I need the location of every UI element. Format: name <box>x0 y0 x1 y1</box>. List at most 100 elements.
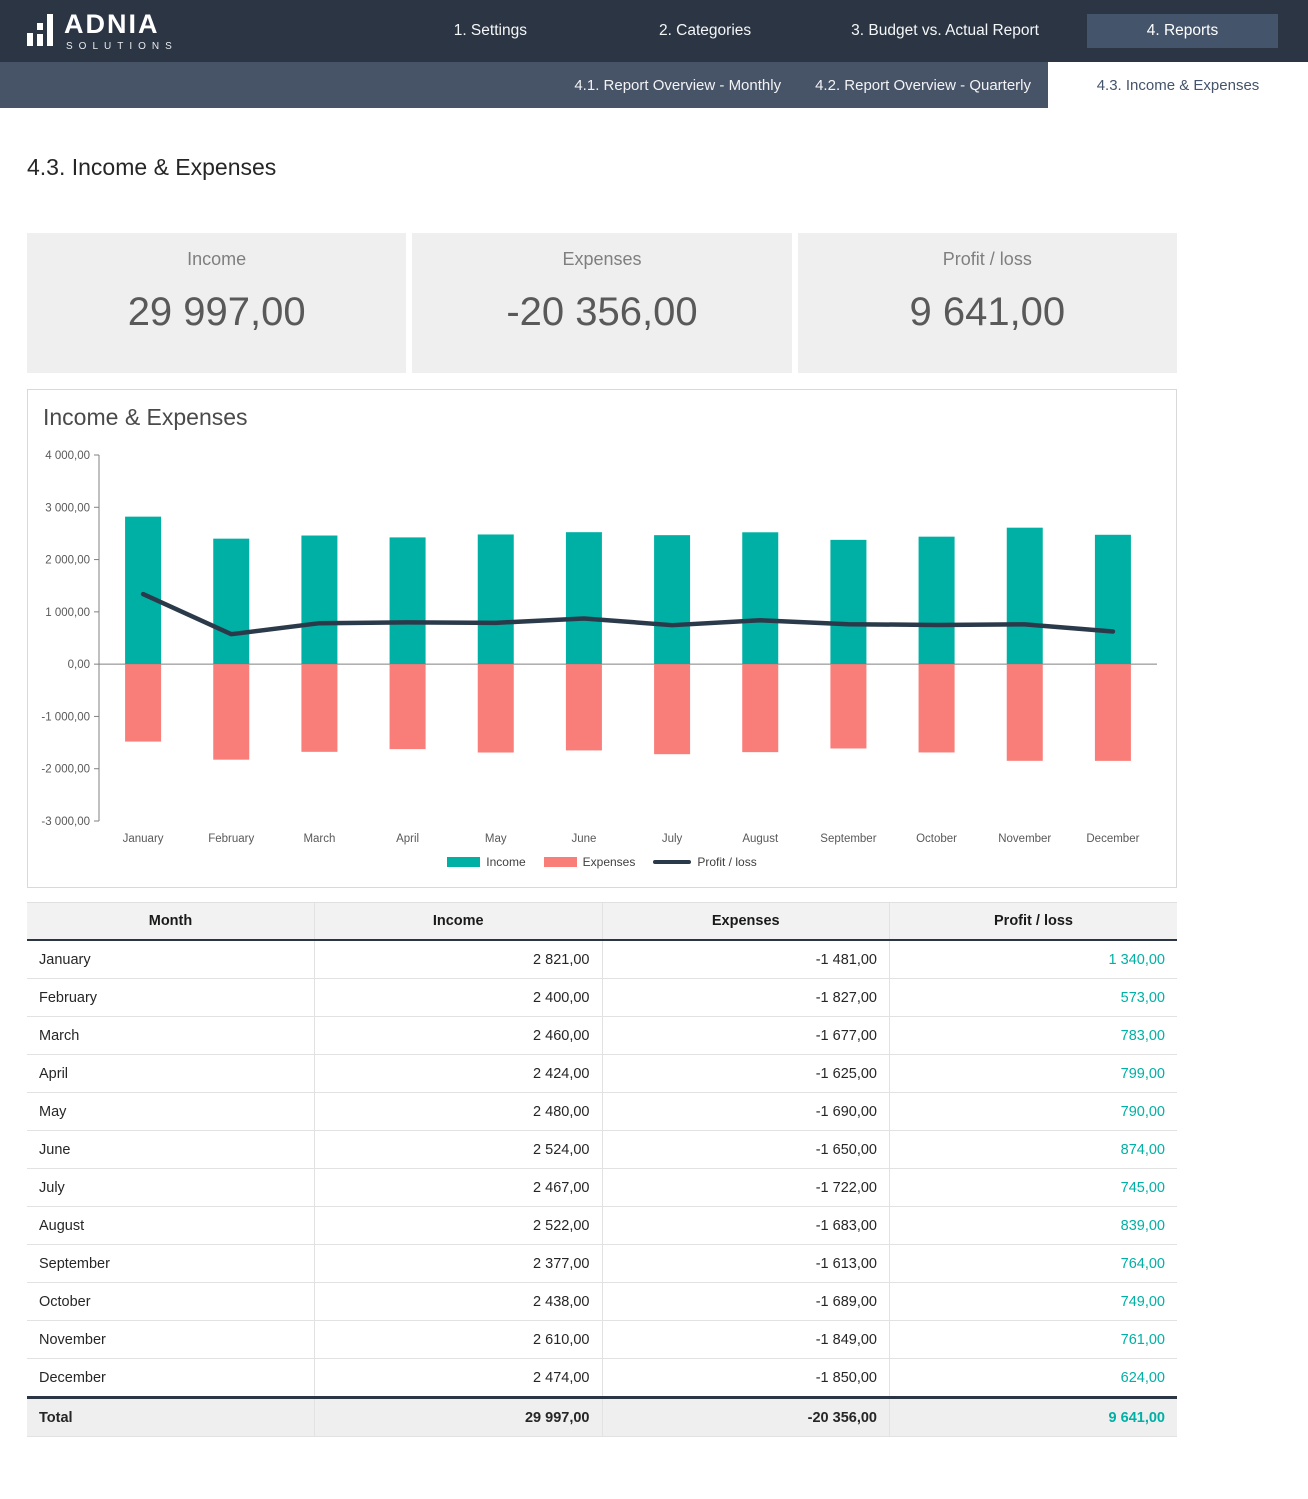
table-row: February 2 400,00 -1 827,00 573,00 <box>27 978 1177 1017</box>
income-cell: 2 474,00 <box>314 1358 602 1398</box>
bar-chart-logo-icon <box>27 14 53 46</box>
svg-text:March: March <box>303 833 335 845</box>
svg-text:September: September <box>820 833 876 845</box>
svg-text:November: November <box>998 833 1051 845</box>
legend-label: Income <box>486 855 526 869</box>
legend-line-swatch <box>653 860 692 864</box>
income-cell: 2 460,00 <box>314 1016 602 1055</box>
table-row: May 2 480,00 -1 690,00 790,00 <box>27 1092 1177 1131</box>
table-header: Month Income Expenses Profit / loss <box>27 902 1177 941</box>
profit-loss-cell: 799,00 <box>889 1054 1177 1093</box>
kpi-income-label: Income <box>187 249 247 269</box>
income-cell: 2 524,00 <box>314 1130 602 1169</box>
profit-loss-cell: 749,00 <box>889 1282 1177 1321</box>
page-title: 4.3. Income & Expenses <box>27 154 277 180</box>
profit-loss-cell: 790,00 <box>889 1092 1177 1131</box>
column-header-profit-loss: Profit / loss <box>889 902 1177 941</box>
svg-text:4 000,00: 4 000,00 <box>45 450 90 462</box>
subnav-item-report-overview-quarterly[interactable]: 4.2. Report Overview - Quarterly <box>815 76 1031 94</box>
month-cell: December <box>27 1358 315 1398</box>
month-cell: July <box>27 1168 315 1207</box>
income-cell: 2 821,00 <box>314 940 602 979</box>
brand-name: ADNIA <box>64 9 160 39</box>
expenses-cell: -1 613,00 <box>601 1244 890 1283</box>
table-row: October 2 438,00 -1 689,00 749,00 <box>27 1282 1177 1321</box>
kpi-expenses-value: -20 356,00 <box>506 290 698 334</box>
svg-text:June: June <box>571 833 596 845</box>
profit-loss-cell: 624,00 <box>889 1358 1177 1398</box>
table-row: August 2 522,00 -1 683,00 839,00 <box>27 1206 1177 1245</box>
kpi-profit-loss-label: Profit / loss <box>942 249 1032 269</box>
nav-item-budget-vs-actual[interactable]: 3. Budget vs. Actual Report <box>851 22 1039 39</box>
income-expenses-chart: 4 000,00 3 000,00 2 000,00 1 000,00 0,00 -1 0… <box>41 450 1157 845</box>
month-cell: August <box>27 1206 315 1245</box>
profit-loss-cell: 783,00 <box>889 1016 1177 1055</box>
expenses-cell: -20 356,00 <box>601 1396 890 1437</box>
table-row: July 2 467,00 -1 722,00 745,00 <box>27 1168 1177 1207</box>
svg-text:-2 000,00: -2 000,00 <box>41 764 90 776</box>
svg-text:-1 000,00: -1 000,00 <box>41 711 90 723</box>
month-cell: June <box>27 1130 315 1169</box>
column-header-expenses: Expenses <box>601 902 890 941</box>
svg-text:May: May <box>485 833 507 845</box>
income-cell: 2 522,00 <box>314 1206 602 1245</box>
column-header-month: Month <box>27 902 315 941</box>
top-nav-bar: ADNIA SOLUTIONS 1. Settings 2. Categorie… <box>0 0 1308 62</box>
income-cell: 2 467,00 <box>314 1168 602 1207</box>
subnav-item-report-overview-monthly[interactable]: 4.1. Report Overview - Monthly <box>574 76 782 94</box>
month-cell: October <box>27 1282 315 1321</box>
income-expenses-table: Month Income Expenses Profit / loss Janu… <box>27 902 1177 1437</box>
table-row: November 2 610,00 -1 849,00 761,00 <box>27 1320 1177 1359</box>
income-cell: 29 997,00 <box>314 1396 602 1437</box>
table-total-row: Total 29 997,00 -20 356,00 9 641,00 <box>27 1396 1177 1437</box>
expenses-cell: -1 683,00 <box>601 1206 890 1245</box>
expenses-cell: -1 722,00 <box>601 1168 890 1207</box>
nav-item-reports-active[interactable]: 4. Reports <box>1087 14 1278 48</box>
svg-text:February: February <box>208 833 254 845</box>
svg-text:3 000,00: 3 000,00 <box>45 502 90 514</box>
report-content: 4.3. Income & Expenses Income 29 997,00 … <box>27 154 1177 1437</box>
sub-nav-bar: 4.1. Report Overview - Monthly 4.2. Repo… <box>0 62 1308 108</box>
profit-loss-cell: 9 641,00 <box>889 1396 1177 1437</box>
month-cell: May <box>27 1092 315 1131</box>
income-cell: 2 424,00 <box>314 1054 602 1093</box>
kpi-profit-loss-value: 9 641,00 <box>909 290 1066 334</box>
table-row: January 2 821,00 -1 481,00 1 340,00 <box>27 940 1177 979</box>
legend-label: Expenses <box>582 855 636 869</box>
table-body: January 2 821,00 -1 481,00 1 340,00 February… <box>27 940 1177 1437</box>
subnav-item-income-expenses-active[interactable]: 4.3. Income & Expenses <box>1048 62 1308 108</box>
nav-item-categories[interactable]: 2. Categories <box>658 22 752 39</box>
table-row: September 2 377,00 -1 613,00 764,00 <box>27 1244 1177 1283</box>
nav-item-settings[interactable]: 1. Settings <box>453 22 527 39</box>
table-row: April 2 424,00 -1 625,00 799,00 <box>27 1054 1177 1093</box>
profit-loss-cell: 761,00 <box>889 1320 1177 1359</box>
brand-tagline: SOLUTIONS <box>66 41 178 52</box>
table-row: December 2 474,00 -1 850,00 624,00 <box>27 1358 1177 1398</box>
income-cell: 2 610,00 <box>314 1320 602 1359</box>
month-cell: September <box>27 1244 315 1283</box>
expenses-cell: -1 677,00 <box>601 1016 890 1055</box>
expenses-cell: -1 850,00 <box>601 1358 890 1398</box>
expenses-cell: -1 625,00 <box>601 1054 890 1093</box>
svg-text:July: July <box>662 833 683 845</box>
month-cell: April <box>27 1054 315 1093</box>
legend-item-income: Income <box>447 855 526 869</box>
kpi-cards: Income 29 997,00 Expenses -20 356,00 Pro… <box>27 233 1177 373</box>
month-cell: January <box>27 940 315 979</box>
brand-logo: ADNIA SOLUTIONS <box>27 10 178 52</box>
kpi-card-income: Income 29 997,00 <box>27 233 407 373</box>
income-cell: 2 400,00 <box>314 978 602 1017</box>
profit-loss-cell: 839,00 <box>889 1206 1177 1245</box>
kpi-card-expenses: Expenses -20 356,00 <box>412 233 792 373</box>
profit-loss-cell: 573,00 <box>889 978 1177 1017</box>
income-cell: 2 377,00 <box>314 1244 602 1283</box>
kpi-income-value: 29 997,00 <box>127 290 306 334</box>
kpi-expenses-label: Expenses <box>562 249 642 269</box>
svg-text:-3 000,00: -3 000,00 <box>41 816 90 828</box>
svg-text:August: August <box>742 833 779 845</box>
top-nav: 1. Settings 2. Categories 3. Budget vs. … <box>454 14 1308 48</box>
expenses-cell: -1 849,00 <box>601 1320 890 1359</box>
month-cell: February <box>27 978 315 1017</box>
kpi-card-profit-loss: Profit / loss 9 641,00 <box>797 233 1177 373</box>
expenses-cell: -1 481,00 <box>601 940 890 979</box>
